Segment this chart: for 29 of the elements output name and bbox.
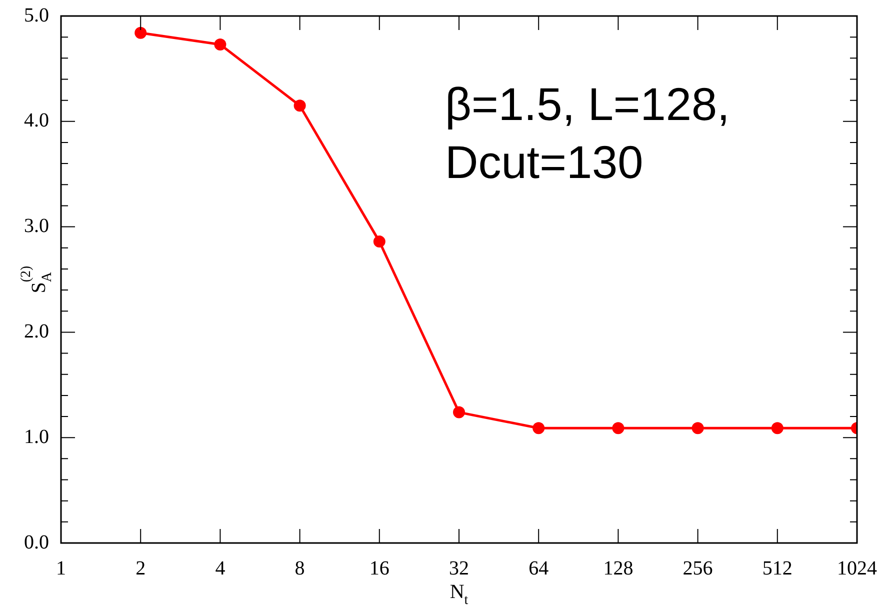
- x-tick-label: 8: [294, 557, 305, 580]
- x-tick-label: 1: [56, 557, 66, 580]
- point: [453, 406, 465, 418]
- x-tick-label: 2: [136, 557, 146, 580]
- y-tick-label: 5.0: [24, 4, 49, 26]
- point: [294, 100, 306, 112]
- x-tick-label: 1024: [837, 557, 877, 580]
- y-tick-label: 1.0: [24, 426, 49, 448]
- y-tick-label: 2.0: [24, 320, 49, 342]
- point: [612, 422, 624, 434]
- x-tick-label: 128: [603, 557, 634, 580]
- y-tick-label: 4.0: [24, 110, 49, 132]
- point: [134, 26, 147, 39]
- x-tick-label: 256: [682, 557, 713, 580]
- y-tick-label: 0.0: [24, 531, 49, 554]
- point: [373, 236, 386, 248]
- point: [532, 422, 545, 434]
- x-tick-label: 64: [528, 557, 549, 580]
- x-tick-label: 512: [762, 557, 792, 580]
- annotation: Dcut=130: [445, 136, 644, 188]
- y-tick-label: 3.0: [24, 215, 49, 238]
- x-tick-label: 16: [369, 557, 390, 580]
- point: [692, 422, 704, 434]
- x-tick-label: 4: [215, 557, 226, 580]
- x-tick-label: 32: [449, 557, 469, 580]
- annotation: β=1.5, L=128,: [445, 78, 730, 130]
- y-axis-title: SA(2): [19, 265, 55, 294]
- point: [214, 38, 226, 50]
- point: [771, 422, 784, 434]
